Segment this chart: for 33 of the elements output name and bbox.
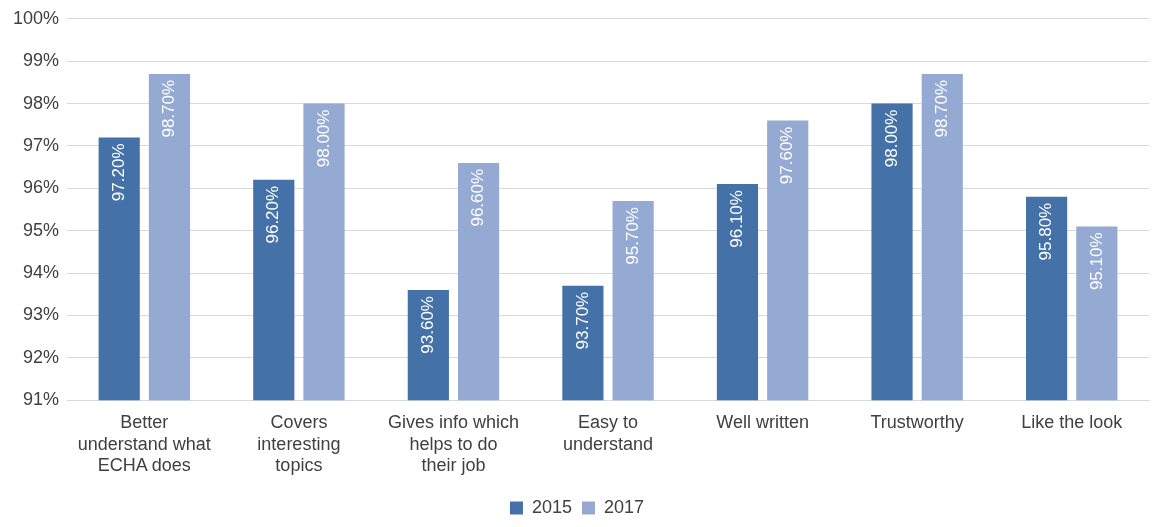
- data-label: 98.70%: [931, 79, 951, 138]
- data-label: 97.60%: [777, 126, 797, 185]
- y-tick-label: 97%: [23, 134, 60, 155]
- y-tick-label: 91%: [23, 389, 60, 410]
- data-label: 93.60%: [418, 296, 438, 354]
- legend-label: 2017: [604, 496, 645, 517]
- y-tick-label: 98%: [23, 92, 60, 113]
- x-tick-label: Well written: [716, 411, 809, 432]
- y-tick-label: 100%: [12, 7, 60, 28]
- y-tick-label: 99%: [23, 50, 60, 71]
- y-tick-label: 95%: [23, 219, 60, 240]
- data-label: 93.70%: [572, 291, 592, 350]
- data-label: 95.70%: [622, 207, 642, 265]
- x-tick-label: Easy to understand: [562, 411, 654, 454]
- x-tick-label: Gives info which helps to do their job: [387, 411, 519, 476]
- data-label: 98.00%: [313, 109, 333, 168]
- x-tick-label: Covers interesting topics: [257, 411, 341, 476]
- x-tick-label: Trustworthy: [870, 411, 964, 432]
- data-label: 97.20%: [108, 143, 128, 202]
- y-tick-label: 92%: [23, 346, 60, 367]
- data-label: 98.70%: [159, 79, 179, 138]
- x-tick-label: Like the look: [1021, 411, 1124, 432]
- y-tick-label: 94%: [23, 262, 60, 283]
- data-label: 96.20%: [263, 185, 283, 244]
- data-label: 95.80%: [1036, 202, 1056, 261]
- legend-label: 2015: [531, 496, 572, 517]
- data-label: 96.60%: [468, 168, 488, 227]
- data-label: 95.10%: [1086, 232, 1106, 291]
- y-tick-label: 93%: [23, 304, 60, 325]
- data-label: 98.00%: [881, 109, 901, 168]
- data-label: 96.10%: [727, 190, 747, 248]
- y-tick-label: 96%: [23, 177, 60, 198]
- x-tick-label: Better understand what ECHA does: [77, 411, 211, 476]
